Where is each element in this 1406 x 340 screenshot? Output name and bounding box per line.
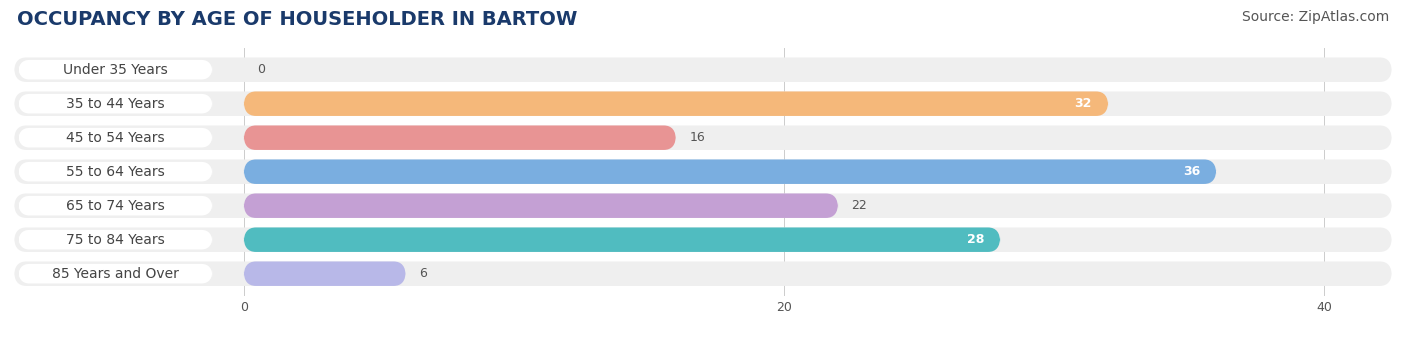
FancyBboxPatch shape (14, 125, 1392, 150)
Text: 22: 22 (852, 199, 868, 212)
FancyBboxPatch shape (14, 159, 1392, 184)
FancyBboxPatch shape (18, 94, 212, 114)
FancyBboxPatch shape (14, 227, 1392, 252)
FancyBboxPatch shape (18, 264, 212, 284)
Text: 85 Years and Over: 85 Years and Over (52, 267, 179, 281)
Text: 35 to 44 Years: 35 to 44 Years (66, 97, 165, 111)
Text: 75 to 84 Years: 75 to 84 Years (66, 233, 165, 247)
FancyBboxPatch shape (18, 60, 212, 80)
Text: OCCUPANCY BY AGE OF HOUSEHOLDER IN BARTOW: OCCUPANCY BY AGE OF HOUSEHOLDER IN BARTO… (17, 10, 578, 29)
Text: 0: 0 (257, 63, 266, 76)
FancyBboxPatch shape (18, 196, 212, 216)
FancyBboxPatch shape (18, 128, 212, 148)
FancyBboxPatch shape (18, 230, 212, 250)
Text: 45 to 54 Years: 45 to 54 Years (66, 131, 165, 145)
Text: 32: 32 (1074, 97, 1092, 110)
Text: 65 to 74 Years: 65 to 74 Years (66, 199, 165, 213)
Text: 36: 36 (1182, 165, 1201, 178)
FancyBboxPatch shape (243, 193, 838, 218)
FancyBboxPatch shape (14, 193, 1392, 218)
Text: 28: 28 (966, 233, 984, 246)
FancyBboxPatch shape (243, 91, 1108, 116)
Text: 16: 16 (689, 131, 706, 144)
FancyBboxPatch shape (243, 227, 1000, 252)
Text: Under 35 Years: Under 35 Years (63, 63, 167, 77)
FancyBboxPatch shape (14, 57, 1392, 82)
Text: 6: 6 (419, 267, 427, 280)
FancyBboxPatch shape (243, 159, 1216, 184)
FancyBboxPatch shape (14, 261, 1392, 286)
Text: Source: ZipAtlas.com: Source: ZipAtlas.com (1241, 10, 1389, 24)
FancyBboxPatch shape (14, 91, 1392, 116)
Text: 55 to 64 Years: 55 to 64 Years (66, 165, 165, 179)
FancyBboxPatch shape (243, 125, 676, 150)
FancyBboxPatch shape (243, 261, 406, 286)
FancyBboxPatch shape (18, 162, 212, 182)
